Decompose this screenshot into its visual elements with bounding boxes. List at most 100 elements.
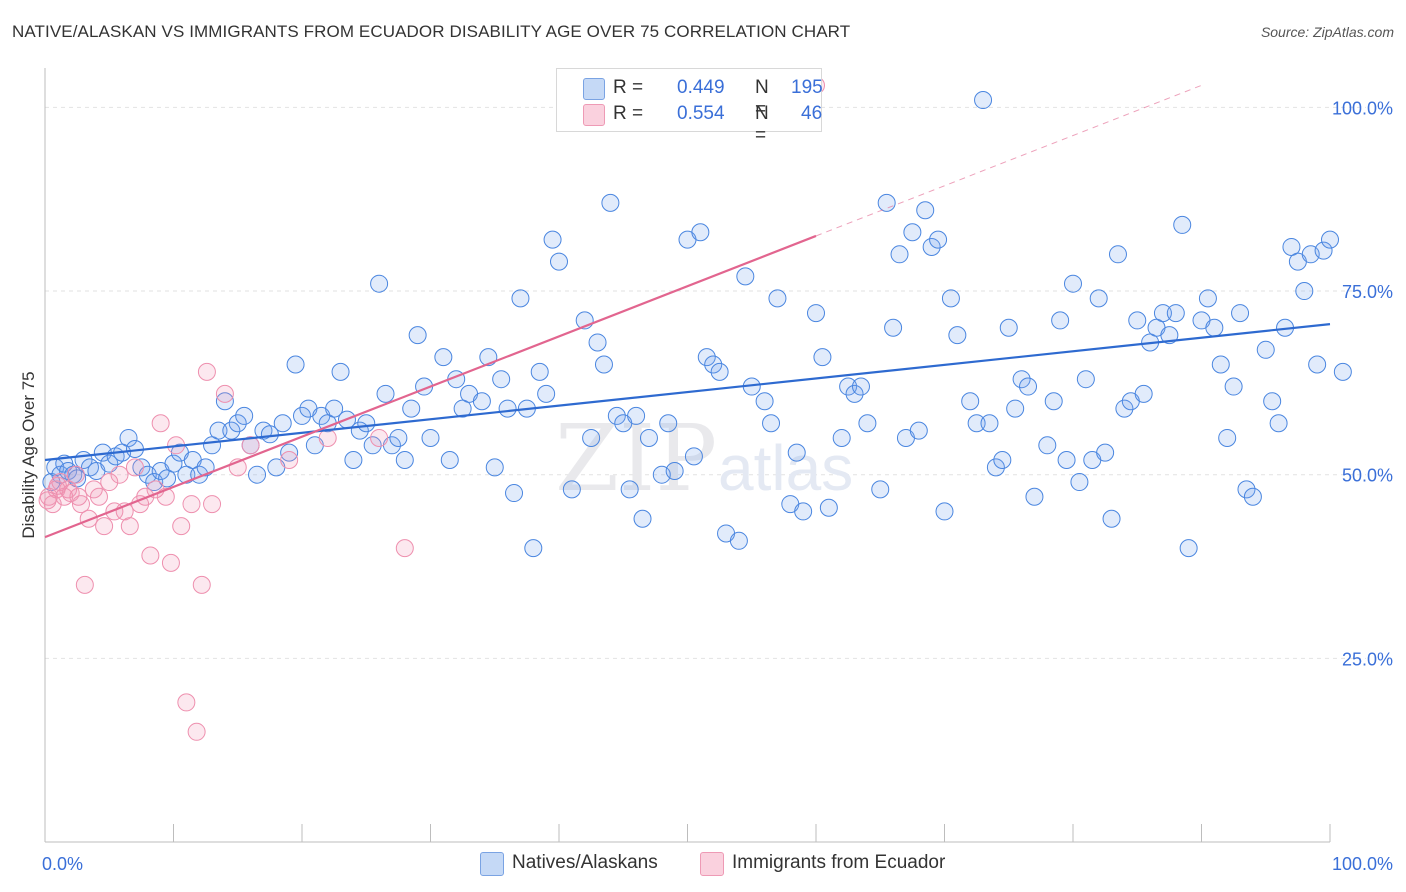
natives-point [1025, 487, 1044, 506]
natives-point [877, 193, 896, 212]
ecuador-point [370, 428, 389, 447]
natives-point [1108, 245, 1127, 264]
natives-point [627, 406, 646, 425]
natives-point [1263, 392, 1282, 411]
natives-point [530, 362, 549, 381]
natives-point [813, 348, 832, 367]
natives-point [434, 348, 453, 367]
natives-point [620, 480, 639, 499]
natives-point [684, 447, 703, 466]
natives-point [293, 406, 311, 425]
ecuador-point [318, 428, 337, 447]
natives-point [1115, 399, 1134, 418]
natives-point [248, 465, 267, 484]
natives-point [357, 414, 376, 433]
ecuador-point [120, 517, 139, 536]
natives-point [498, 399, 517, 418]
natives-point [929, 230, 948, 249]
ecuador-point [136, 487, 155, 506]
y-tick-label: 25.0% [1342, 649, 1393, 669]
natives-point [1211, 355, 1230, 374]
natives-point [736, 267, 755, 286]
chart-title: NATIVE/ALASKAN VS IMMIGRANTS FROM ECUADO… [12, 22, 851, 41]
natives-point [1038, 436, 1057, 455]
ecuador-point [69, 487, 88, 506]
ecuador-point [79, 509, 98, 528]
natives-point [1070, 473, 1089, 492]
ecuador-n-value: 46 [801, 103, 823, 124]
natives-point [594, 355, 613, 374]
y-tick-label: 75.0% [1342, 282, 1393, 302]
natives-point [582, 428, 601, 447]
ecuador-point [197, 362, 216, 381]
natives-r-label: R = [613, 77, 644, 98]
natives-point [1218, 428, 1237, 447]
natives-point [543, 230, 562, 249]
ecuador-point [203, 495, 222, 514]
natives-point [363, 436, 382, 455]
ecuador-point [182, 495, 201, 514]
axes [44, 68, 1331, 843]
natives-point [119, 428, 138, 447]
natives-point [588, 333, 607, 352]
natives-point [665, 462, 684, 481]
natives-point [164, 454, 183, 473]
natives-point [1243, 487, 1262, 506]
ecuador-point [215, 384, 234, 403]
natives-point [376, 384, 395, 403]
natives-point [1179, 539, 1198, 558]
ecuador-point [105, 502, 124, 521]
axis-labels: 25.0% 50.0% 75.0% 100.0% 0.0% 100.0% Disabilit… [19, 98, 1393, 874]
ecuador-swatch [583, 104, 605, 126]
natives-point [1256, 340, 1275, 359]
ecuador-point [125, 458, 144, 477]
ecuador-point [48, 476, 67, 495]
ecuador-point [146, 480, 165, 499]
natives-point [980, 414, 999, 433]
natives-point [235, 406, 254, 425]
natives-point [209, 421, 228, 440]
natives-n-label: N = [755, 77, 769, 120]
legend-ecuador-label: Immigrants from Ecuador [732, 852, 946, 873]
ecuador-r-label: R = [613, 103, 644, 124]
ecuador-point [241, 436, 260, 455]
natives-point [215, 392, 234, 411]
ecuador-point [38, 491, 57, 510]
natives-point [839, 377, 858, 396]
natives-point [228, 414, 247, 433]
natives-point [1166, 304, 1185, 323]
ecuador-trend-line [44, 234, 817, 539]
ecuador-point [89, 487, 108, 506]
natives-point [505, 484, 524, 503]
legend-ecuador-swatch [700, 852, 724, 876]
natives-point [1160, 326, 1179, 345]
y-tick-label: 50.0% [1342, 466, 1393, 486]
ecuador-point [161, 553, 180, 572]
natives-point [941, 289, 960, 308]
natives-point [132, 458, 151, 477]
natives-point [325, 399, 344, 418]
natives-point [280, 443, 299, 462]
correlation-stats-box: R = 0.449 N = 195 R = 0.554 N = 46 [556, 68, 823, 146]
ecuador-point [187, 722, 206, 741]
watermark-atlas: atlas [718, 432, 853, 504]
natives-point [408, 326, 427, 345]
natives-point [1153, 304, 1172, 323]
natives-point [562, 480, 581, 499]
natives-point [1044, 392, 1063, 411]
natives-point [100, 454, 119, 473]
natives-point [755, 392, 774, 411]
y-axis-title: Disability Age Over 75 [19, 371, 38, 538]
natives-point [890, 245, 909, 264]
natives-point [999, 318, 1018, 337]
natives-point [485, 458, 504, 477]
ecuador-point [75, 575, 94, 594]
natives-point [286, 355, 305, 374]
natives-point [1237, 480, 1256, 499]
natives-point [1051, 311, 1070, 330]
x-tick-label-min: 0.0% [42, 854, 83, 874]
natives-point [370, 274, 389, 293]
ecuador-point [172, 517, 191, 536]
natives-point [1269, 414, 1288, 433]
